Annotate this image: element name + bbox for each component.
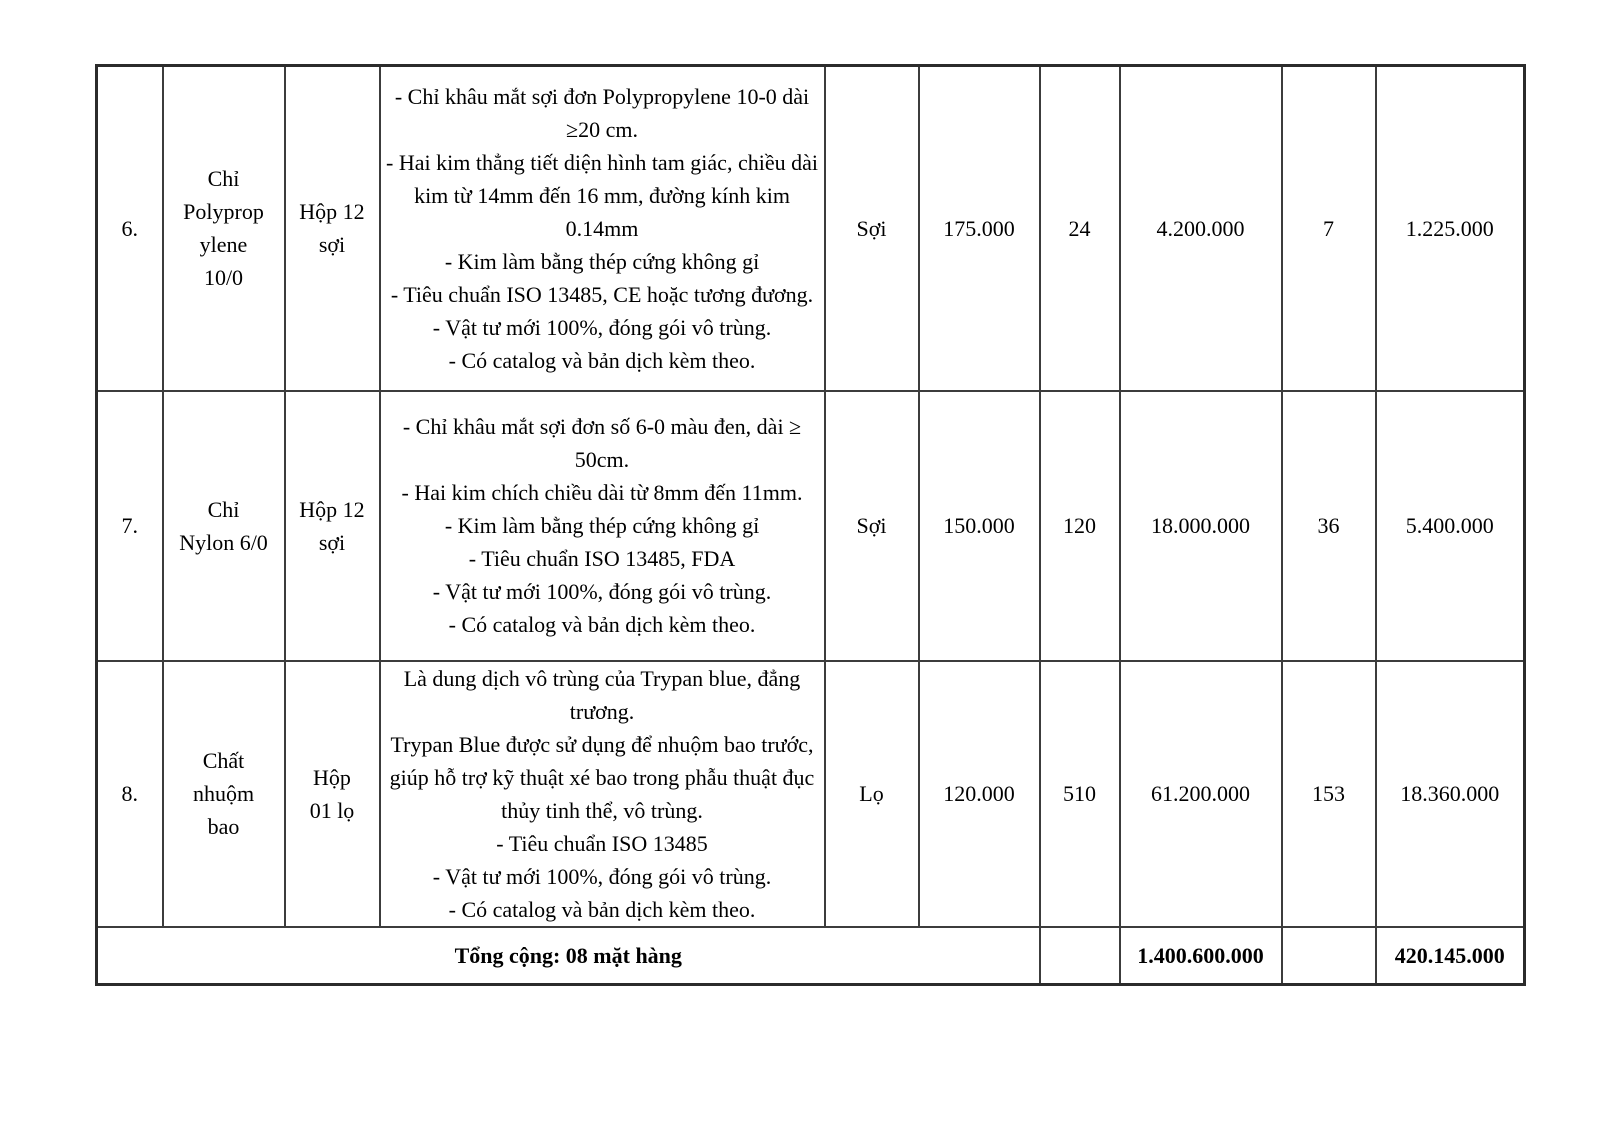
description-cell: Là dung dịch vô trùng của Trypan blue, đ… xyxy=(378,659,826,928)
total-empty-cell xyxy=(1280,925,1377,986)
unit-price-cell: 150.000 xyxy=(917,389,1041,662)
total-amount-2-cell: 420.145.000 xyxy=(1374,925,1526,986)
amount-2-cell: 5.400.000 xyxy=(1374,389,1526,662)
amount-2-cell: 1.225.000 xyxy=(1374,64,1526,392)
unit-cell: Sợi xyxy=(823,64,920,392)
stt-cell: 8. xyxy=(95,659,164,928)
unit-cell: Lọ xyxy=(823,659,920,928)
item-name-cell: Chỉ Polyprop ylene 10/0 xyxy=(161,64,286,392)
table-row-item-7: 7. Chỉ Nylon 6/0 Hộp 12 sợi - Chỉ khâu m… xyxy=(95,389,1526,662)
total-row: Tổng cộng: 08 mặt hàng 1.400.600.000 420… xyxy=(95,925,1526,986)
table-row-item-8: 8. Chất nhuộm bao Hộp 01 lọ Là dung dịch… xyxy=(95,659,1526,928)
quantity-2-cell: 153 xyxy=(1280,659,1377,928)
amount-cell: 4.200.000 xyxy=(1118,64,1283,392)
item-name-cell: Chất nhuộm bao xyxy=(161,659,286,928)
packing-cell: Hộp 12 sợi xyxy=(283,389,381,662)
table-row-item-6: 6. Chỉ Polyprop ylene 10/0 Hộp 12 sợi - … xyxy=(95,64,1526,392)
total-empty-cell xyxy=(1038,925,1121,986)
amount-cell: 61.200.000 xyxy=(1118,659,1283,928)
quantity-cell: 24 xyxy=(1038,64,1121,392)
stt-cell: 7. xyxy=(95,389,164,662)
unit-price-cell: 120.000 xyxy=(917,659,1041,928)
packing-cell: Hộp 12 sợi xyxy=(283,64,381,392)
item-name-cell: Chỉ Nylon 6/0 xyxy=(161,389,286,662)
unit-cell: Sợi xyxy=(823,389,920,662)
quantity-2-cell: 7 xyxy=(1280,64,1377,392)
stt-cell: 6. xyxy=(95,64,164,392)
quantity-cell: 510 xyxy=(1038,659,1121,928)
amount-cell: 18.000.000 xyxy=(1118,389,1283,662)
description-cell: - Chỉ khâu mắt sợi đơn số 6-0 màu đen, d… xyxy=(378,389,826,662)
packing-cell: Hộp 01 lọ xyxy=(283,659,381,928)
unit-price-cell: 175.000 xyxy=(917,64,1041,392)
amount-2-cell: 18.360.000 xyxy=(1374,659,1526,928)
description-cell: - Chỉ khâu mắt sợi đơn Polypropylene 10-… xyxy=(378,64,826,392)
items-table: 6. Chỉ Polyprop ylene 10/0 Hộp 12 sợi - … xyxy=(95,64,1526,986)
total-amount-cell: 1.400.600.000 xyxy=(1118,925,1283,986)
quantity-2-cell: 36 xyxy=(1280,389,1377,662)
total-label-cell: Tổng cộng: 08 mặt hàng xyxy=(95,925,1041,986)
quantity-cell: 120 xyxy=(1038,389,1121,662)
